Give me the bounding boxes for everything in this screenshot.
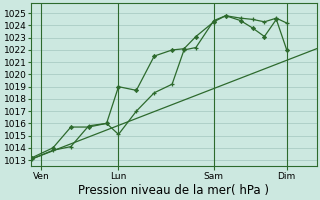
X-axis label: Pression niveau de la mer( hPa ): Pression niveau de la mer( hPa ) [78,184,269,197]
